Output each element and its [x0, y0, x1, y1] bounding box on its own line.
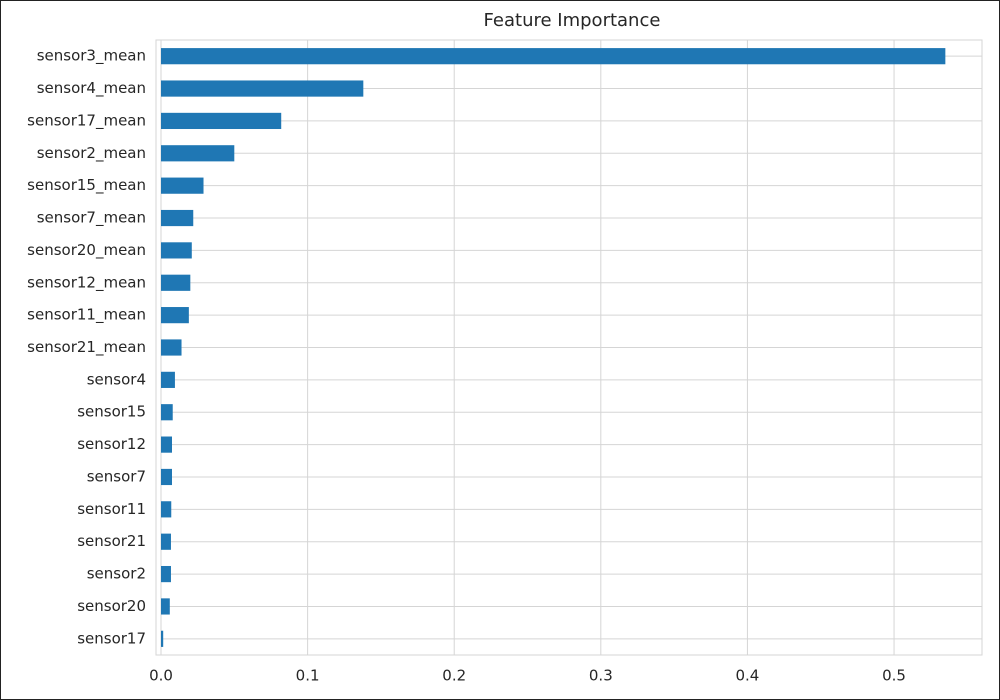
bar: [161, 404, 173, 421]
y-tick-label: sensor17: [77, 629, 146, 647]
bar: [161, 145, 235, 162]
y-tick-label: sensor11: [77, 500, 146, 518]
bar: [161, 533, 171, 550]
bar: [161, 371, 175, 388]
x-tick-label: 0.1: [296, 667, 320, 685]
y-tick-label: sensor20: [77, 597, 146, 615]
y-tick-label: sensor11_mean: [27, 306, 146, 325]
chart-title: Feature Importance: [484, 10, 661, 31]
x-tick-label: 0.4: [735, 667, 759, 685]
y-tick-label: sensor12_mean: [27, 273, 146, 292]
x-tick-label: 0.2: [442, 667, 466, 685]
plot-frame: [155, 39, 983, 656]
x-tick-label: 0.0: [149, 667, 173, 685]
bar: [161, 630, 164, 647]
y-tick-label: sensor17_mean: [27, 111, 146, 130]
x-tick-label: 0.5: [882, 667, 906, 685]
y-tick-label: sensor12: [77, 435, 146, 453]
y-tick-label: sensor7: [87, 467, 146, 485]
bar: [161, 307, 189, 324]
y-tick-label: sensor15: [77, 403, 146, 421]
y-tick-label: sensor15_mean: [27, 176, 146, 195]
bar: [161, 242, 192, 259]
bar: [161, 598, 170, 615]
bar: [161, 209, 194, 227]
bar: [161, 274, 191, 291]
y-tick-label: sensor2: [87, 565, 146, 583]
bar: [161, 436, 172, 453]
y-tick-label: sensor2_mean: [37, 144, 146, 163]
bar: [161, 112, 282, 130]
y-tick-label: sensor21: [77, 532, 146, 550]
bar: [161, 501, 172, 518]
bar: [161, 177, 204, 194]
y-tick-label: sensor20_mean: [27, 241, 146, 260]
x-tick-label: 0.3: [589, 667, 613, 685]
y-tick-label: sensor7_mean: [37, 209, 146, 228]
bar: [161, 80, 364, 97]
y-tick-label: sensor3_mean: [37, 47, 146, 66]
bar: [161, 468, 172, 486]
y-tick-label: sensor4: [87, 370, 146, 388]
bar: [161, 565, 171, 583]
y-tick-label: sensor4_mean: [37, 79, 146, 98]
bar: [161, 339, 182, 356]
y-tick-label: sensor21_mean: [27, 338, 146, 357]
bar: [161, 48, 946, 65]
